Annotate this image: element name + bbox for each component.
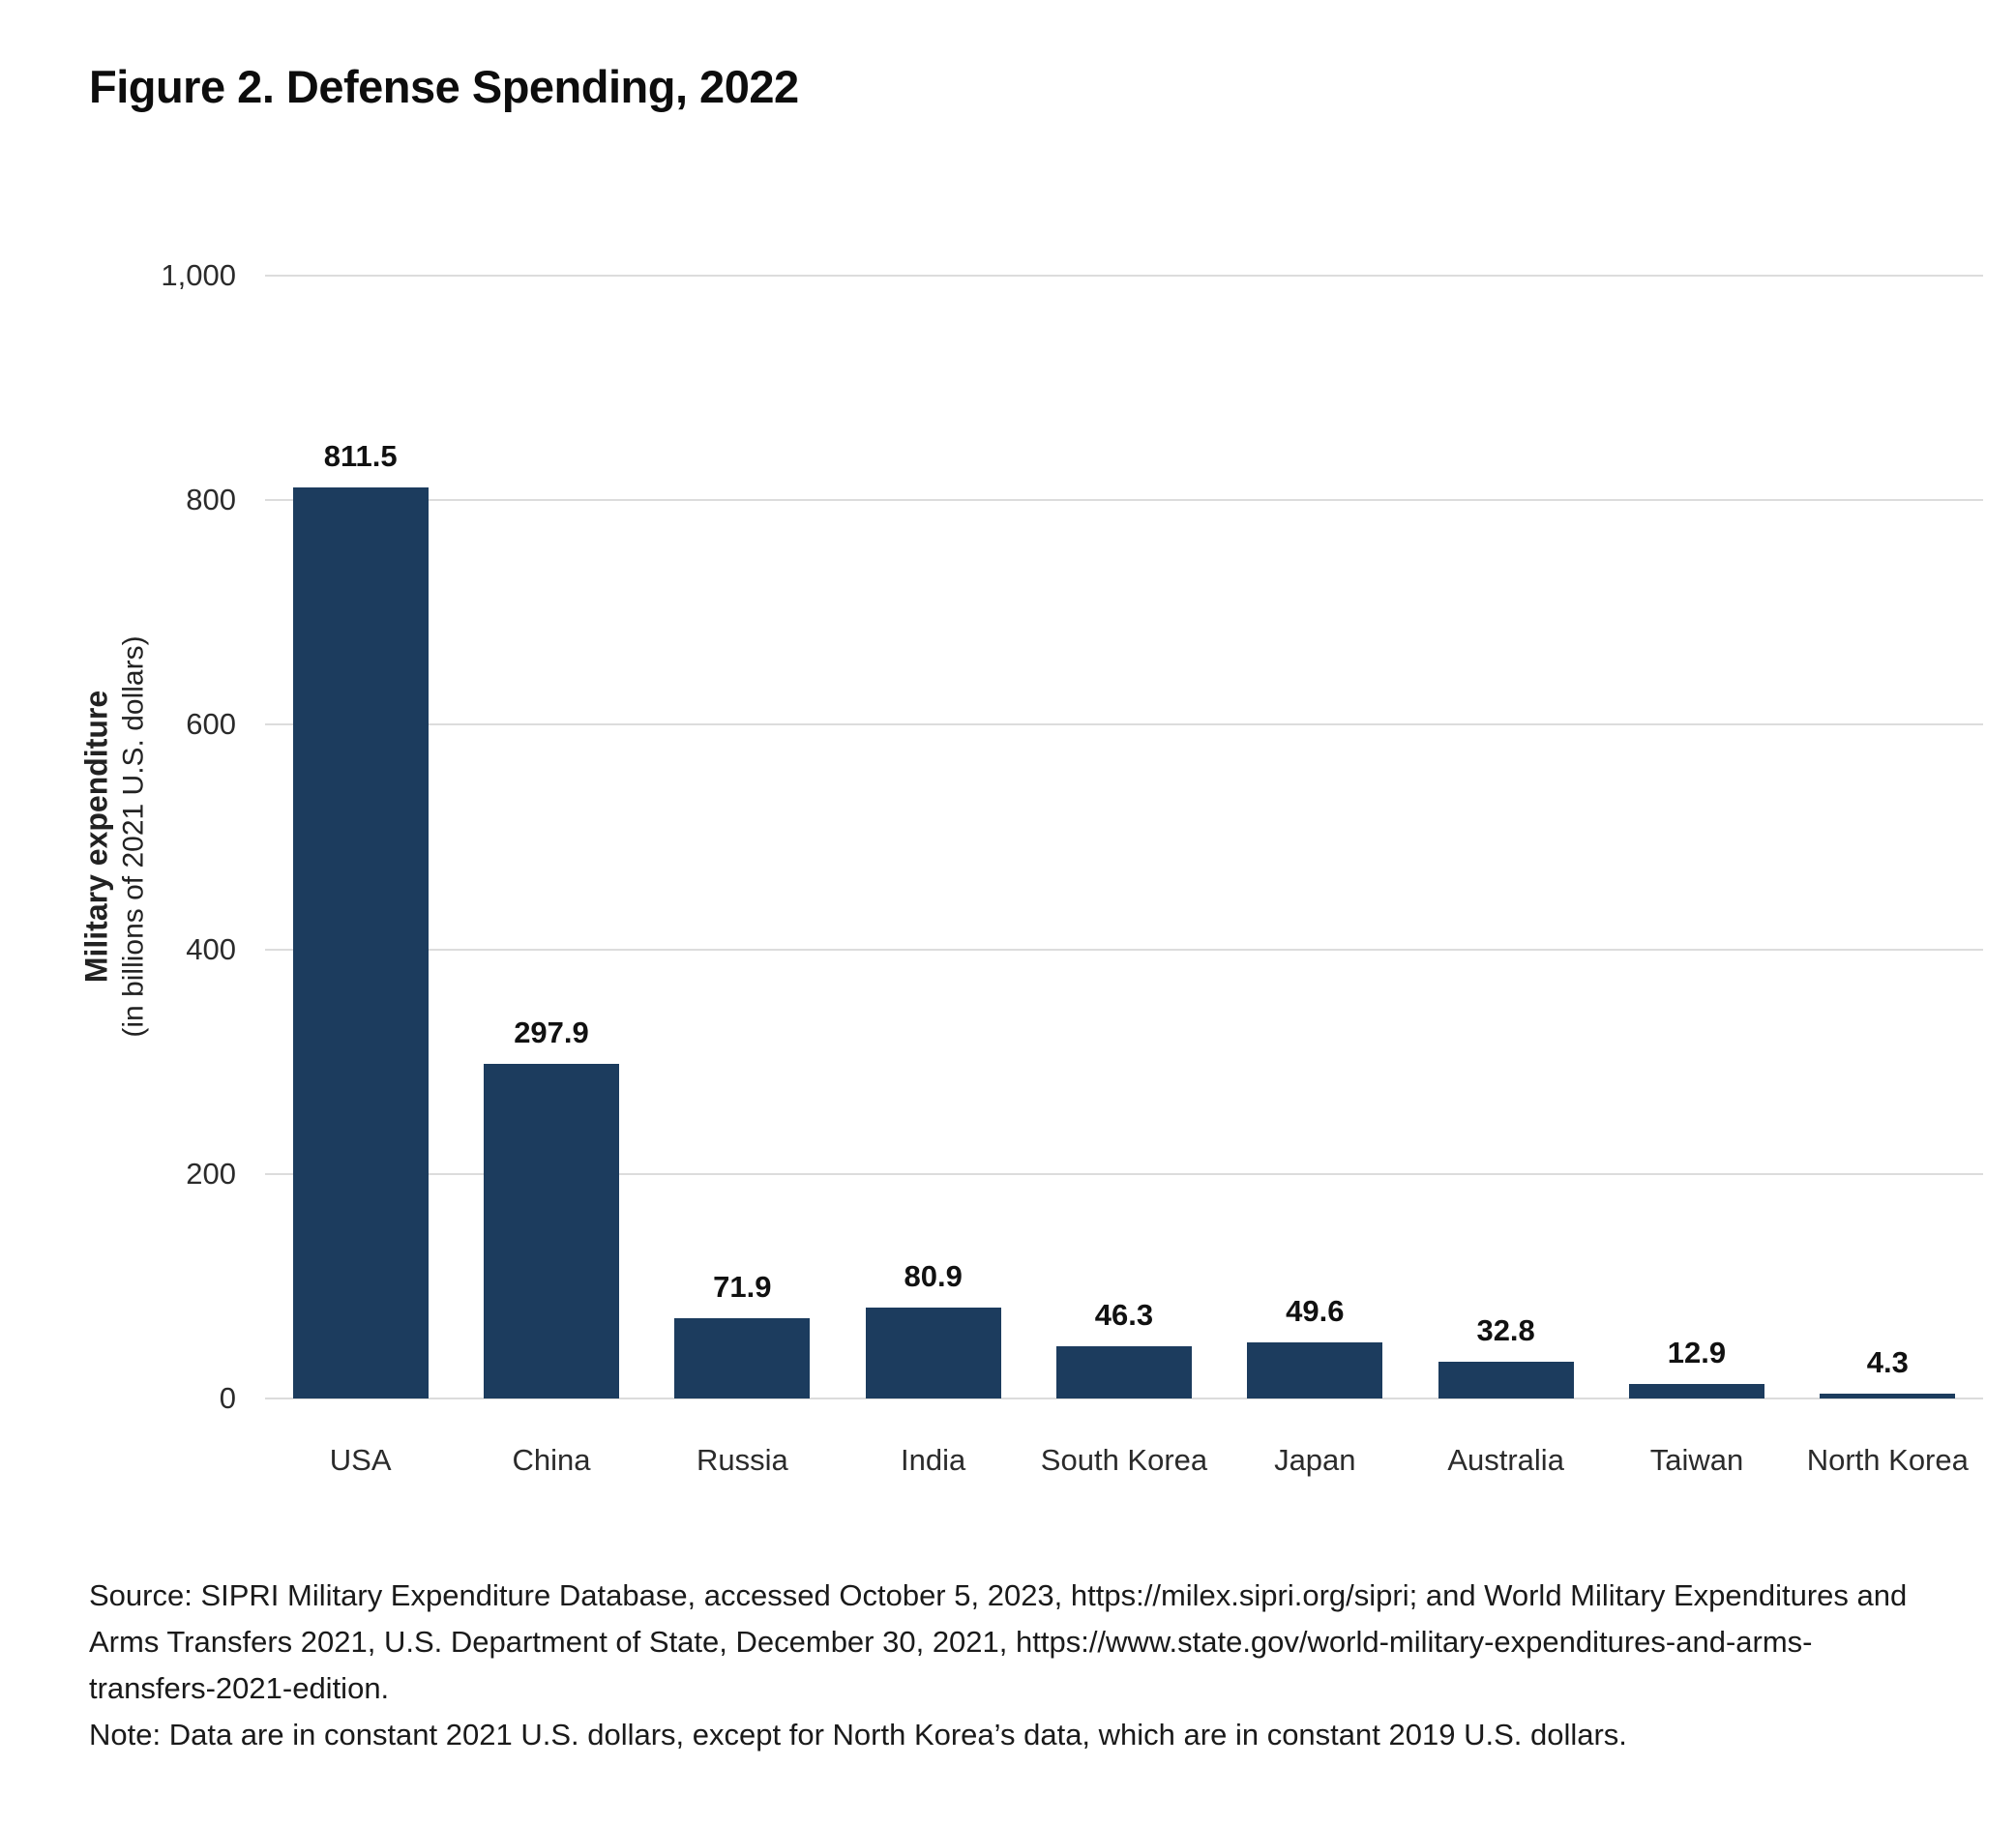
bar-australia [1438, 1361, 1574, 1398]
bar-column-south-korea: 46.3 [1028, 276, 1219, 1398]
figure-title: Figure 2. Defense Spending, 2022 [89, 61, 799, 112]
bar-india [865, 1308, 1001, 1398]
bar-column-india: 80.9 [838, 276, 1028, 1398]
gridline-200 [265, 1172, 1983, 1175]
bar-column-taiwan: 12.9 [1601, 276, 1792, 1398]
bar-russia [674, 1317, 811, 1398]
x-tick-label-india: India [901, 1443, 966, 1477]
gridline-0 [265, 1398, 1983, 1399]
note-text: Note: Data are in constant 2021 U.S. dol… [89, 1718, 1627, 1751]
bar-japan [1247, 1342, 1383, 1398]
bar-column-china: 297.9 [456, 276, 646, 1398]
bar-south-korea [1055, 1346, 1192, 1398]
bar-value-china: 297.9 [514, 1016, 589, 1050]
bar-north-korea [1820, 1394, 1956, 1398]
bar-column-japan: 49.6 [1220, 276, 1410, 1398]
y-tick-label-200: 200 [186, 1156, 236, 1191]
y-axis-title: Military expenditure (in billions of 202… [76, 635, 152, 1037]
bar-value-north-korea: 4.3 [1866, 1345, 1909, 1380]
y-axis-title-sub: (in billions of 2021 U.S. dollars) [117, 635, 150, 1038]
bar-taiwan [1628, 1384, 1764, 1398]
y-tick-label-600: 600 [186, 707, 236, 742]
bar-value-australia: 32.8 [1476, 1312, 1535, 1347]
x-tick-label-china: China [512, 1443, 591, 1477]
bar-value-usa: 811.5 [323, 438, 398, 473]
x-tick-label-taiwan: Taiwan [1649, 1443, 1744, 1477]
x-tick-label-japan: Japan [1274, 1443, 1356, 1477]
gridline-800 [265, 499, 1983, 502]
y-tick-label-800: 800 [186, 483, 236, 517]
bars-group: 811.5 297.9 71.9 80.9 46.3 49.6 32.8 12.9 4.3 [265, 276, 1983, 1398]
y-axis-title-main: Military expenditure [78, 690, 114, 984]
bar-value-india: 80.9 [904, 1259, 963, 1294]
y-tick-label-0: 0 [219, 1381, 236, 1415]
gridline-1000 [265, 275, 1983, 277]
x-tick-label-russia: Russia [696, 1443, 788, 1477]
x-axis-labels: USA China Russia India South Korea Japan Austr… [265, 1443, 1983, 1478]
bar-column-north-korea: 4.3 [1793, 276, 1983, 1398]
y-tick-label-1000: 1,000 [161, 258, 236, 292]
bar-value-russia: 71.9 [713, 1269, 772, 1304]
bar-usa [292, 486, 429, 1398]
x-tick-label-usa: USA [329, 1443, 392, 1477]
caption-block: Source: SIPRI Military Expenditure Datab… [89, 1573, 1937, 1758]
bar-column-russia: 71.9 [647, 276, 838, 1398]
gridline-600 [265, 723, 1983, 726]
x-tick-label-north-korea: North Korea [1806, 1443, 1969, 1477]
plot-area: 0 200 400 600 800 1,000 811.5 297.9 71.9 80.9 46.3… [161, 258, 1983, 1415]
bar-column-australia: 32.8 [1410, 276, 1601, 1398]
bar-value-south-korea: 46.3 [1094, 1298, 1154, 1333]
bar-column-usa: 811.5 [265, 276, 456, 1398]
x-tick-label-south-korea: South Korea [1040, 1443, 1208, 1477]
bar-china [483, 1064, 619, 1398]
y-tick-label-400: 400 [186, 931, 236, 966]
x-tick-label-australia: Australia [1447, 1443, 1564, 1477]
bar-value-taiwan: 12.9 [1667, 1336, 1727, 1370]
source-text: Source: SIPRI Military Expenditure Datab… [89, 1578, 1908, 1705]
bar-value-japan: 49.6 [1286, 1294, 1345, 1329]
gridline-400 [265, 948, 1983, 951]
